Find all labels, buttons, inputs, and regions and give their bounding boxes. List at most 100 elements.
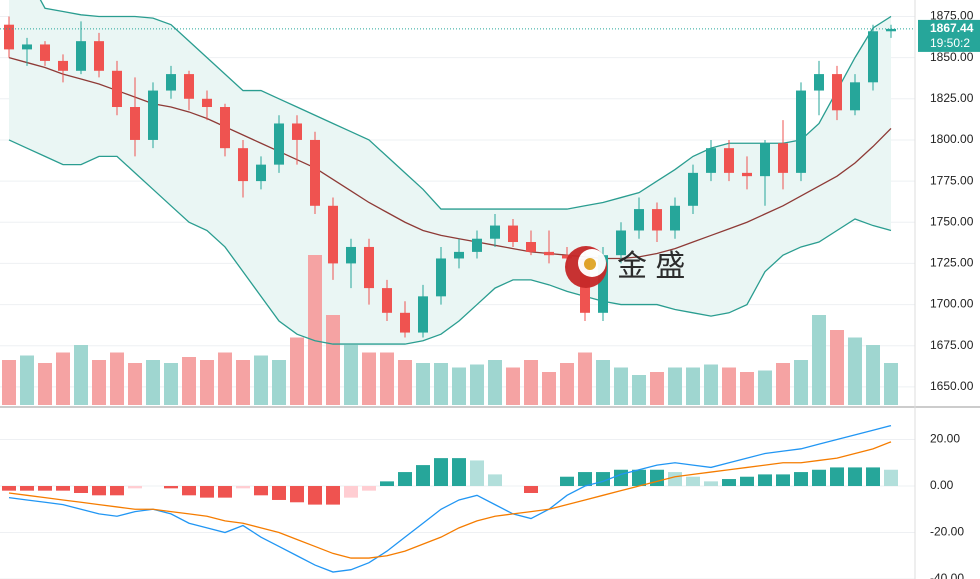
histogram-bar [560,476,574,487]
y-tick-label: 1675.00 [930,338,974,352]
histogram-bar [416,465,430,487]
y-tick-label: 20.00 [930,432,960,446]
candle-body [634,209,644,231]
y-tick-label: 1750.00 [930,214,974,228]
volume-bar [200,360,214,405]
candle-body [22,44,32,50]
volume-bar [326,315,340,405]
volume-bar [758,370,772,405]
candle-body [742,172,752,177]
candle-body [472,238,482,252]
volume-bar [794,360,808,405]
volume-bar [506,367,520,405]
volume-bar [542,372,556,405]
volume-bar [830,330,844,405]
histogram-bar [434,458,448,487]
candle-body [670,205,680,231]
histogram-bar [848,467,862,487]
volume-bar [74,345,88,405]
last-price-box [918,19,980,52]
last-time-label: 19:50:2 [930,36,970,50]
band-lower [8,139,892,345]
macd-line [8,424,892,573]
histogram-bar [722,479,736,487]
histogram-bar [524,486,538,493]
volume-bar [218,352,232,405]
candle-body [382,288,392,313]
candle-body [814,74,824,91]
volume-bar [596,360,610,405]
macd-line [8,441,892,559]
histogram-bar [740,476,754,487]
histogram-bar [668,472,682,487]
y-tick-label: 1650.00 [930,379,974,393]
volume-bar [866,345,880,405]
candle-body [238,148,248,182]
candle-body [220,107,230,149]
histogram-bar [182,486,196,496]
volume-bar [776,363,790,405]
watermark: 金 盛 [565,246,685,288]
volume-bar [686,367,700,405]
histogram-bar [326,486,340,505]
y-tick-label: 1775.00 [930,173,974,187]
watermark-text: 金 盛 [617,250,685,283]
volume-bar [110,352,124,405]
histogram-bar [758,474,772,487]
candle-body [706,148,716,173]
histogram-bar [632,469,646,487]
volume-bar [398,360,412,405]
y-tick-label: 1875.00 [930,9,974,23]
candle-body [886,28,896,32]
candle-body [544,251,554,256]
histogram-bar [812,469,826,487]
volume-bar [524,360,538,405]
candle-body [490,225,500,239]
histogram-bar [830,467,844,487]
macd-pane [2,424,898,573]
histogram-bar [38,486,52,491]
candle-body [562,255,572,259]
histogram-bar [254,486,268,496]
candle-body [76,41,86,71]
histogram-bar [398,472,412,487]
y-tick-label: 1725.00 [930,256,974,270]
y-tick-label: -40.00 [930,571,964,579]
candle-body [58,60,68,71]
volume-bar [56,352,70,405]
histogram-bar [704,481,718,487]
volume-bar [20,355,34,405]
volume-bar [164,363,178,405]
histogram-bar [578,472,592,487]
candle-body [310,139,320,206]
candle-body [868,31,878,83]
candle-body [454,251,464,259]
histogram-bar [20,486,34,491]
axis: 1650.00 1675.00 1700.00 1725.00 1750.00 1775.… [918,9,980,579]
volume-bar [812,315,826,405]
histogram-bar [866,467,880,487]
y-tick-label: 1800.00 [930,132,974,146]
volume-bar [254,355,268,405]
candle-body [436,258,446,297]
volume-bar [182,357,196,405]
histogram-bar [686,476,700,487]
volume-bar [146,360,160,405]
candle-body [400,312,410,333]
candle-body [94,41,104,71]
histogram-bar [74,486,88,493]
volume-bar [614,367,628,405]
histogram-bar [380,481,394,487]
y-tick-label: 1700.00 [930,297,974,311]
histogram-bar [2,486,16,491]
volume-bar [470,364,484,405]
histogram-bar [218,486,232,498]
volume-bar [650,372,664,405]
candle-body [724,148,734,173]
histogram-bar [200,486,214,498]
candle-body [598,255,608,313]
candle-body [526,242,536,252]
candle-body [760,143,770,177]
